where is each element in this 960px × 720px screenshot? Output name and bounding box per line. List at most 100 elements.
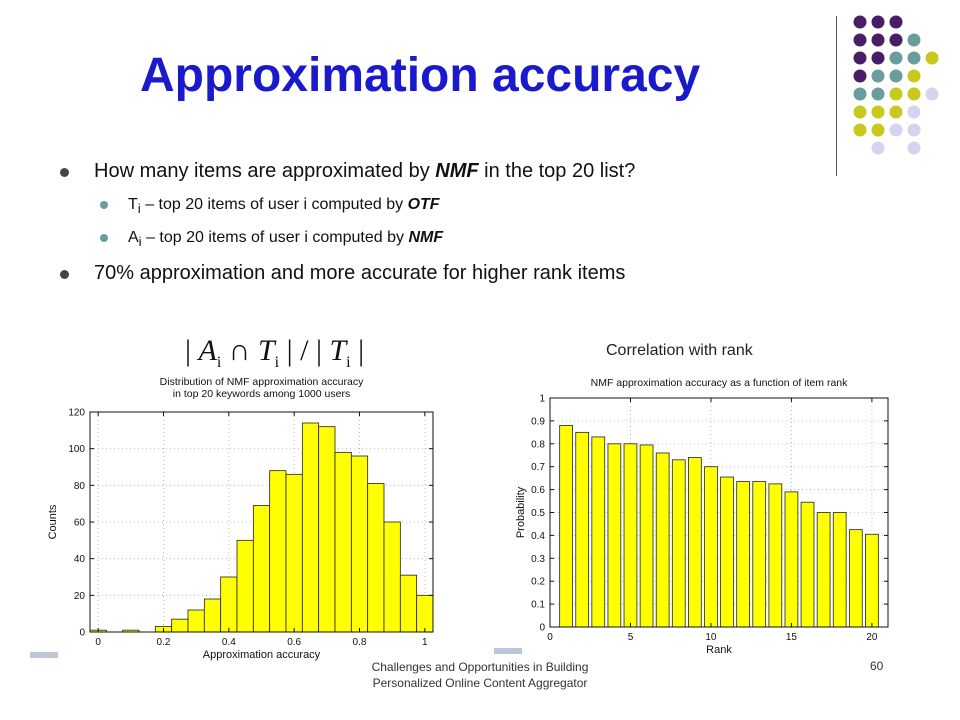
- bar: [236, 539, 254, 633]
- decorative-dot: [907, 141, 921, 155]
- decorative-dot: [925, 51, 939, 65]
- y-tick-label: 0.8: [531, 439, 545, 450]
- page-number: 60: [870, 659, 884, 673]
- bar: [848, 529, 863, 628]
- y-axis-label: Probability: [515, 486, 527, 538]
- bar: [720, 476, 734, 628]
- x-tick-label: 1: [422, 637, 428, 648]
- bar: [350, 455, 369, 633]
- chart-title: in top 20 keywords among 1000 users: [173, 388, 350, 400]
- chart-title: Distribution of NMF approximation accura…: [160, 376, 364, 388]
- bullet-em: NMF: [435, 160, 479, 182]
- bullet-em: NMF: [408, 229, 444, 247]
- bar: [671, 459, 686, 628]
- decorative-dot: [889, 33, 903, 47]
- y-tick-label: 0.3: [531, 554, 545, 565]
- bullet-question: How many items are approximated by NMF i…: [60, 160, 840, 183]
- slide-thumbnail-icon: [30, 652, 58, 658]
- decorative-dot: [907, 123, 921, 137]
- y-tick-label: 60: [74, 518, 86, 529]
- decorative-dot: [889, 87, 903, 101]
- bar: [416, 594, 434, 633]
- y-tick-label: 40: [74, 554, 86, 565]
- bar: [269, 470, 287, 633]
- sub-bullet-t: Ti – top 20 items of user i computed by …: [94, 196, 840, 216]
- y-axis-label: Counts: [47, 504, 59, 539]
- decorative-dot: [853, 33, 867, 47]
- decorative-dot: [871, 15, 885, 29]
- bar: [383, 521, 401, 633]
- decorative-dot: [889, 51, 903, 65]
- accuracy-formula: | Ai ∩ Ti | / | Ti |: [185, 334, 365, 371]
- slide-thumbnail-icon: [494, 648, 522, 654]
- x-tick-label: 0: [547, 632, 553, 643]
- y-tick-label: 0.2: [531, 577, 545, 588]
- bar: [832, 512, 847, 628]
- slide-footer: Challenges and Opportunities in Building…: [371, 660, 589, 690]
- y-tick-label: 0: [539, 623, 545, 634]
- y-tick-label: 0.5: [531, 508, 545, 519]
- decorative-dot: [907, 33, 921, 47]
- decorative-dot: [871, 87, 885, 101]
- sub-bullet-a: Ai – top 20 items of user i computed by …: [94, 229, 840, 249]
- x-tick-label: 0.6: [287, 637, 301, 648]
- bar: [318, 426, 336, 633]
- bar: [203, 598, 222, 633]
- y-tick-label: 120: [68, 408, 85, 419]
- bar: [367, 483, 385, 633]
- decorative-dot: [853, 87, 867, 101]
- bar: [220, 576, 238, 633]
- x-tick-label: 15: [786, 632, 798, 643]
- bar: [575, 431, 590, 628]
- x-tick-label: 20: [866, 632, 878, 643]
- bullet-summary: 70% approximation and more accurate for …: [60, 262, 840, 285]
- x-axis-label: Approximation accuracy: [203, 649, 321, 661]
- x-tick-label: 0.8: [353, 637, 367, 648]
- bar: [768, 483, 783, 628]
- decorative-dot: [853, 123, 867, 137]
- rank-bar-chart: 00.10.20.30.40.50.60.70.80.910 5 10 15 20NMF…: [515, 377, 889, 656]
- bar: [784, 491, 799, 628]
- decorative-dot: [871, 69, 885, 83]
- bar: [688, 457, 702, 628]
- decorative-dot: [925, 87, 939, 101]
- bullet-list: How many items are approximated by NMF i…: [60, 160, 840, 298]
- decorative-divider: [836, 16, 837, 176]
- bar: [399, 574, 418, 633]
- y-tick-label: 0.6: [531, 485, 545, 496]
- bar: [752, 481, 767, 628]
- y-tick-label: 100: [68, 444, 85, 455]
- bar: [736, 481, 750, 628]
- bar: [252, 505, 271, 633]
- decorative-dot: [889, 105, 903, 119]
- y-tick-label: 20: [74, 591, 86, 602]
- decorative-dot: [871, 123, 885, 137]
- bar: [607, 443, 622, 628]
- bar: [704, 466, 718, 628]
- decorative-dot: [853, 69, 867, 83]
- bar: [171, 618, 189, 633]
- decorative-dot: [889, 15, 903, 29]
- y-tick-label: 0.7: [531, 462, 545, 473]
- bar: [285, 473, 303, 633]
- decorative-dot: [889, 123, 903, 137]
- correlation-label: Correlation with rank: [606, 342, 753, 359]
- bullet-em: OTF: [407, 196, 440, 213]
- bar: [816, 512, 831, 628]
- decorative-dot: [853, 105, 867, 119]
- y-tick-label: 0: [79, 628, 85, 639]
- y-tick-label: 0.1: [531, 600, 545, 611]
- y-tick-label: 80: [74, 481, 86, 492]
- bar: [301, 422, 320, 633]
- x-tick-label: 5: [628, 632, 634, 643]
- decorative-dot: [871, 33, 885, 47]
- x-tick-label: 0: [95, 637, 101, 648]
- bar: [187, 609, 205, 633]
- bar: [334, 451, 352, 633]
- decorative-dot: [907, 69, 921, 83]
- histogram-chart: 0 20 40 60 80 100 120 0 0.2 0.4 0.6 0.8 1 Distributio…: [47, 376, 434, 661]
- x-axis-label: Rank: [706, 644, 732, 656]
- bar: [623, 443, 638, 628]
- decorative-dot: [907, 87, 921, 101]
- bar: [655, 452, 670, 628]
